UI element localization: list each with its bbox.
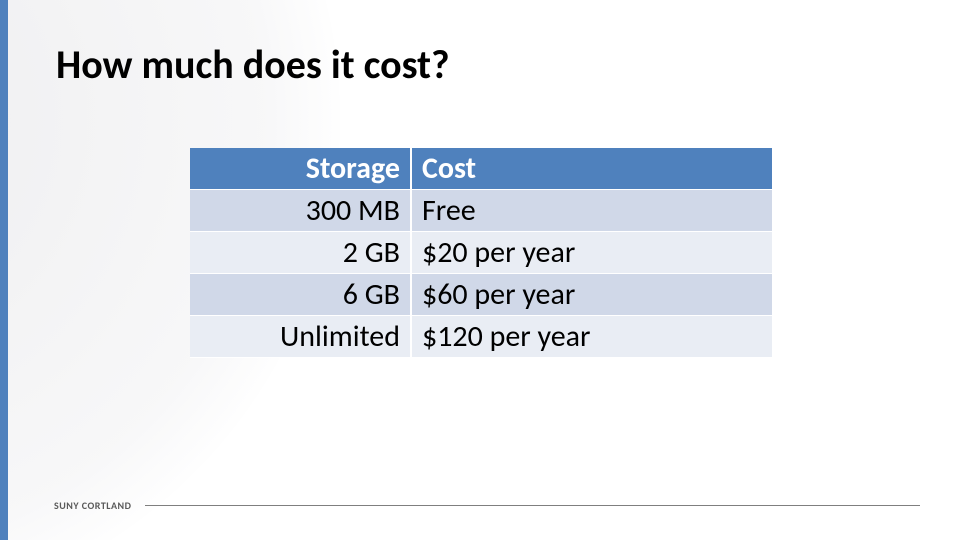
col-header-cost: Cost bbox=[411, 148, 772, 190]
table-row: 300 MBFree bbox=[190, 190, 772, 232]
slide-title: How much does it cost? bbox=[56, 40, 450, 89]
footer-label: SUNY CORTLAND bbox=[54, 499, 131, 512]
footer: SUNY CORTLAND bbox=[54, 499, 920, 512]
storage-cell: 6 GB bbox=[190, 274, 411, 316]
storage-cell: Unlimited bbox=[190, 316, 411, 358]
cost-cell: Free bbox=[411, 190, 772, 232]
table-body: 300 MBFree2 GB$20 per year6 GB$60 per ye… bbox=[190, 190, 772, 358]
table-row: 2 GB$20 per year bbox=[190, 232, 772, 274]
footer-line bbox=[145, 505, 920, 506]
cost-cell: $120 per year bbox=[411, 316, 772, 358]
cost-cell: $60 per year bbox=[411, 274, 772, 316]
table-row: Unlimited$120 per year bbox=[190, 316, 772, 358]
slide: How much does it cost? Storage Cost 300 … bbox=[0, 0, 960, 540]
table-header-row: Storage Cost bbox=[190, 148, 772, 190]
storage-cell: 2 GB bbox=[190, 232, 411, 274]
col-header-storage: Storage bbox=[190, 148, 411, 190]
pricing-table: Storage Cost 300 MBFree2 GB$20 per year6… bbox=[190, 148, 772, 358]
storage-cell: 300 MB bbox=[190, 190, 411, 232]
left-strip bbox=[0, 0, 8, 540]
cost-cell: $20 per year bbox=[411, 232, 772, 274]
table-row: 6 GB$60 per year bbox=[190, 274, 772, 316]
